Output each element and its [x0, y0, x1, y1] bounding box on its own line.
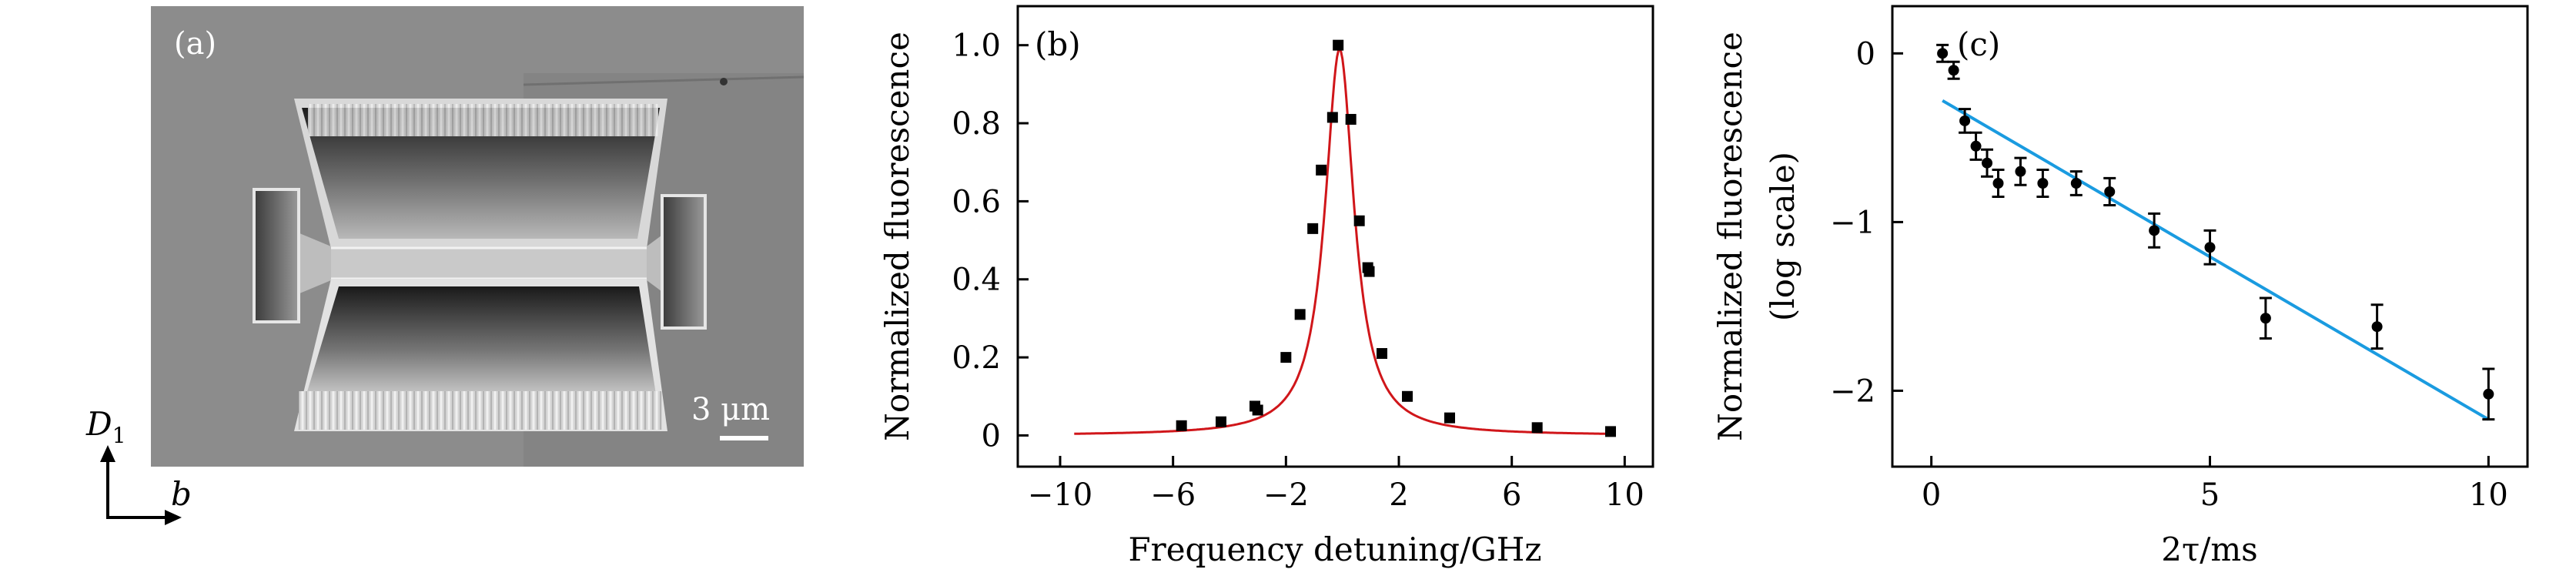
plot-c-point — [2149, 225, 2160, 236]
plot-b-point — [1294, 309, 1306, 320]
b-xtick-label: 10 — [1605, 477, 1644, 513]
bridge-left-support — [294, 231, 331, 296]
scale-bar-label: 3 μm — [691, 392, 770, 427]
plot-b-ticks: −10 −6 −2 2 6 10 0 0.2 0.4 0.6 0.8 1.0 — [952, 28, 1644, 513]
plot-b-point — [1326, 112, 1338, 123]
b-ytick-label: 0 — [982, 418, 1001, 454]
axis-b-arrowhead — [165, 510, 182, 525]
plot-c-point — [2371, 321, 2383, 333]
plot-c-fit-line — [1942, 99, 2490, 421]
plot-b-point — [1353, 215, 1365, 226]
axis-d-arrowhead — [100, 445, 115, 462]
panel-c: (c) 0 5 10 0 −1 −2 2τ/ms Normalized fluoresce… — [1711, 5, 2529, 568]
plot-c-xlabel: 2τ/ms — [2161, 531, 2258, 568]
plot-c-point — [2104, 186, 2116, 197]
plot-b-point — [1316, 164, 1327, 176]
plot-c-point — [2204, 242, 2216, 253]
trench-bottom — [306, 286, 656, 394]
plot-b-point — [1333, 39, 1344, 51]
plot-b-point — [1377, 348, 1387, 360]
plot-c-point — [1948, 65, 1959, 76]
sem-particle — [720, 78, 728, 85]
plot-b-point — [1444, 412, 1455, 424]
trench-bottom-striations — [299, 391, 662, 430]
plot-b-point — [1531, 422, 1543, 434]
plot-c-point — [2483, 388, 2494, 400]
axis-d-label: D1 — [85, 405, 126, 448]
b-ytick-label: 0.4 — [952, 263, 1001, 298]
b-xtick-label: −2 — [1263, 477, 1309, 513]
plot-c-panel-label: (c) — [1957, 25, 2000, 63]
c-ytick-label: −1 — [1830, 205, 1875, 240]
scale-bar — [720, 436, 768, 440]
suspended-bridge — [314, 246, 656, 280]
panel-a-label: (a) — [174, 26, 216, 62]
plot-b-frame — [1016, 5, 1654, 468]
plot-b-ylabel: Normalized fluorescence — [878, 32, 916, 441]
c-ytick-label: 0 — [1856, 36, 1875, 72]
plot-b-point — [1402, 390, 1413, 402]
b-ytick-label: 0.8 — [952, 106, 1001, 142]
plot-c-ylabel-line2: (log scale) — [1764, 152, 1802, 321]
panel-a: (a) 3 μm D1 b — [85, 6, 805, 525]
plot-c-point — [1959, 115, 1971, 126]
plot-b-fit-curve — [1074, 46, 1611, 435]
c-xtick-label: 5 — [2200, 477, 2220, 513]
c-xtick-label: 0 — [1922, 477, 1941, 513]
plot-b-point — [1252, 404, 1263, 416]
plot-b-point — [1363, 266, 1375, 277]
b-xtick-label: −10 — [1028, 477, 1092, 513]
plot-b-points — [1176, 39, 1616, 437]
left-slot — [253, 188, 300, 323]
plot-b-point — [1307, 223, 1319, 234]
plot-b-point — [1280, 352, 1292, 363]
plot-c-point — [2070, 178, 2082, 189]
b-ytick-label: 0.2 — [952, 340, 1001, 376]
plot-c-point — [1937, 48, 1949, 59]
c-ytick-label: −2 — [1830, 373, 1875, 409]
plot-c-point — [1992, 178, 2004, 189]
plot-c-points — [1936, 43, 2495, 421]
plot-c-point — [1970, 140, 1982, 152]
c-xtick-label: 10 — [2469, 477, 2508, 513]
sem-edge-line — [523, 75, 805, 86]
plot-c-ylabel: Normalized fluorescence — [1711, 32, 1749, 441]
trench-top — [302, 108, 660, 239]
axis-b-label: b — [171, 475, 192, 513]
b-ytick-label: 1.0 — [952, 28, 1001, 64]
plot-c-point — [2260, 313, 2271, 324]
plot-b-xlabel: Frequency detuning/GHz — [1128, 531, 1541, 568]
plot-b-point — [1176, 420, 1187, 431]
plot-b-point — [1345, 113, 1357, 125]
plot-c-point — [1982, 157, 1993, 169]
b-xtick-label: 2 — [1389, 477, 1408, 513]
plot-c-ticks: 0 5 10 0 −1 −2 — [1830, 36, 2508, 513]
plot-b-point — [1216, 416, 1226, 427]
b-xtick-label: 6 — [1502, 477, 1521, 513]
trench-top-striations — [308, 104, 658, 136]
b-ytick-label: 0.6 — [952, 184, 1001, 219]
plot-c-point — [2037, 178, 2049, 189]
right-slot — [661, 194, 707, 330]
plot-b-point — [1605, 426, 1616, 437]
b-xtick-label: −6 — [1150, 477, 1196, 513]
panel-b: (b) −10 −6 −2 2 6 10 0 0.2 0.4 0.6 0.8 1.0 Frequenc… — [878, 5, 1654, 568]
plot-c-point — [2015, 166, 2026, 177]
plot-b-panel-label: (b) — [1035, 25, 1081, 63]
